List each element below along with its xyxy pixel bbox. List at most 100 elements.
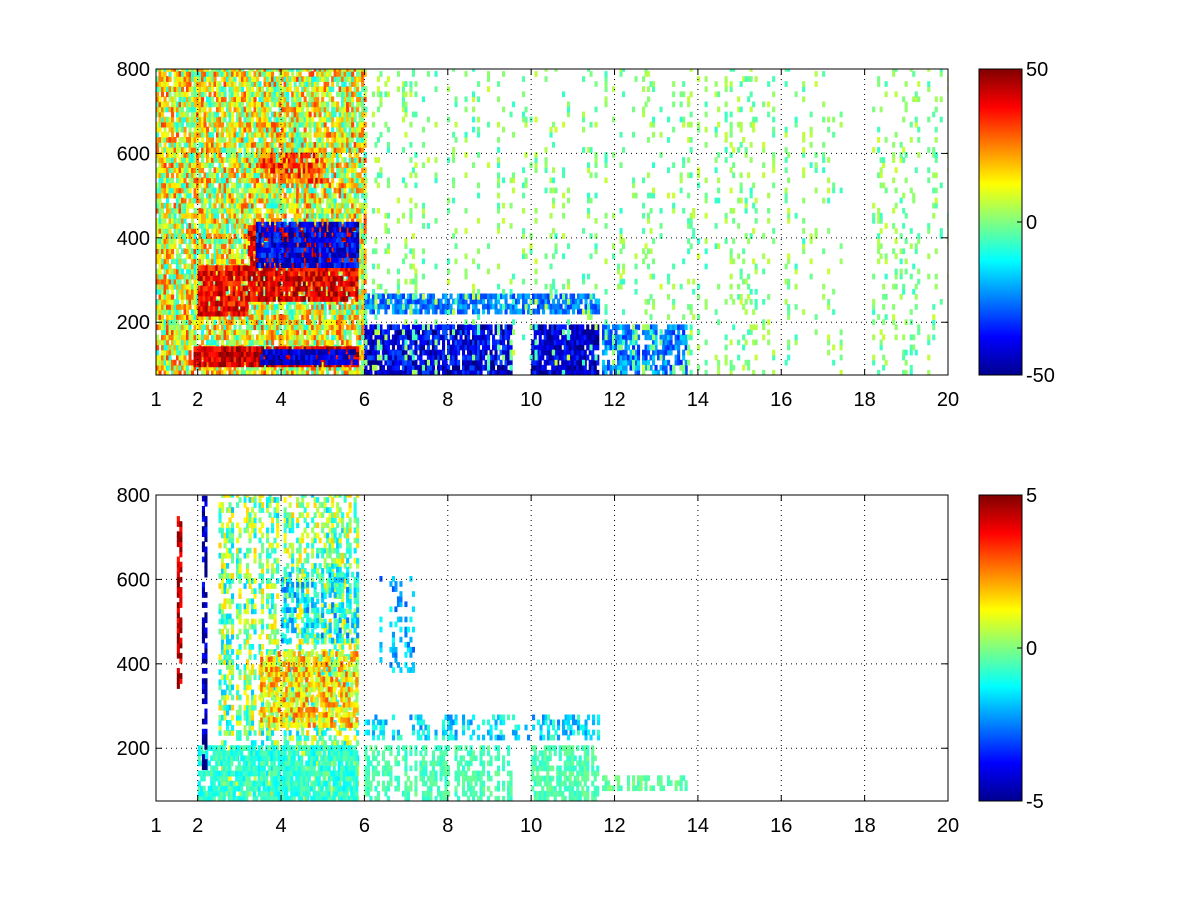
heatmap-cell [251,116,255,123]
heatmap-cell [316,207,320,214]
heatmap-cell [261,369,265,375]
heatmap-cell [323,207,327,214]
heatmap-cell [343,81,347,87]
heatmap-cell [206,228,210,234]
heatmap-cell [317,225,321,231]
heatmap-cell [197,270,201,276]
heatmap-cell [183,319,187,325]
heatmap-cell [183,344,187,351]
heatmap-cell [221,147,225,153]
heatmap-cell [253,91,257,98]
heatmap-cell [178,147,182,153]
heatmap-cell [343,101,347,108]
heatmap-cell [356,86,360,92]
heatmap-cell [176,309,180,315]
heatmap-cell [298,91,302,98]
heatmap-cell [253,369,257,375]
heatmap-cell [250,245,254,252]
heatmap-cell [276,157,280,163]
heatmap-cell [276,131,280,138]
heatmap-cell [183,369,187,375]
heatmap-cell [163,137,167,143]
heatmap-cell [223,369,227,375]
heatmap-cell [230,265,234,271]
heatmap-cell [346,142,350,148]
heatmap-cell [253,142,257,148]
heatmap-cell [226,288,230,295]
heatmap-cell [226,364,230,371]
heatmap-cell [206,177,210,184]
heatmap-cell [251,162,255,168]
heatmap-cell [303,111,307,118]
heatmap-cell [356,152,360,158]
heatmap-cell [236,228,240,234]
heatmap-cell [158,71,162,77]
heatmap-cell [188,69,192,72]
heatmap-cell [346,86,350,92]
heatmap-cell [156,192,160,199]
heatmap-cell [243,111,247,118]
heatmap-cell [161,349,165,356]
heatmap-cell [248,329,252,336]
heatmap-cell [316,334,320,341]
heatmap-cell [298,131,302,138]
heatmap-cell [203,76,207,82]
heatmap-cell [336,76,340,82]
heatmap-cell [358,349,362,356]
heatmap-cell [176,69,180,72]
heatmap-cell [358,172,362,179]
heatmap-cell [278,101,282,108]
heatmap-cell [363,172,367,179]
heatmap-cell [166,212,170,219]
heatmap-cell [343,121,347,128]
heatmap-cell [356,177,360,184]
heatmap-cell [223,86,227,92]
heatmap-cell [236,177,240,184]
heatmap-cell [318,364,322,371]
heatmap-cell [338,131,342,138]
heatmap-cell [158,157,162,163]
heatmap-cell [171,273,175,280]
heatmap-cell [307,240,311,247]
heatmap-cell [331,329,335,336]
heatmap-cell [268,116,272,123]
heatmap-cell [273,369,277,375]
heatmap-cell [312,250,316,257]
heatmap-cell [348,187,352,194]
heatmap-cell [346,182,350,189]
heatmap-cell [188,167,192,173]
heatmap-cell [171,324,175,331]
heatmap-cell [286,101,290,108]
heatmap-cell [346,167,350,173]
heatmap-cell [356,121,360,128]
heatmap-cell [325,265,329,272]
heatmap-cell [225,305,229,312]
heatmap-cell [313,177,317,184]
heatmap-cell [293,131,297,138]
heatmap-cell [356,182,360,189]
heatmap-cell [257,275,261,282]
heatmap-cell [156,233,160,239]
heatmap-cell [293,364,297,371]
heatmap-cell [203,238,207,244]
heatmap-cell [207,285,211,292]
heatmap-cell [306,309,310,315]
heatmap-cell [166,278,170,285]
heatmap-cell [248,69,252,72]
heatmap-cell [178,126,182,133]
heatmap-cell [290,280,294,287]
heatmap-cell [321,218,325,224]
heatmap-cell [211,182,215,189]
heatmap-cell [311,147,315,153]
heatmap-cell [258,212,262,219]
heatmap-cell [361,162,365,168]
heatmap-cell [156,324,160,331]
heatmap-cell [196,192,200,199]
heatmap-cell [260,280,264,287]
heatmap-cell [283,197,287,204]
heatmap-cell [186,314,190,320]
heatmap-cell [196,268,200,275]
heatmap-cell [196,228,200,234]
heatmap-cell [203,162,207,168]
heatmap-cell [278,299,282,305]
